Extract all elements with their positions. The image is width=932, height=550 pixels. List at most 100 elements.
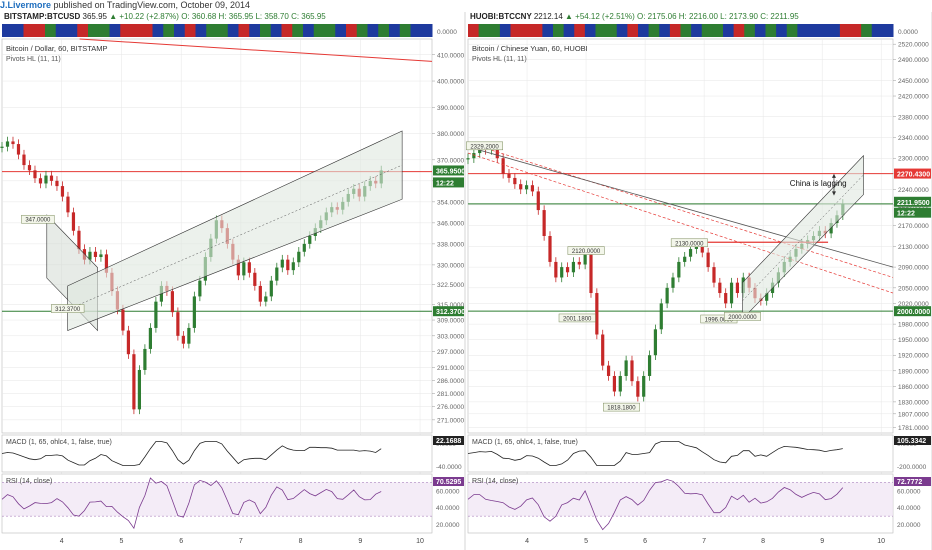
candle-body [143, 348, 147, 370]
y-tick-label: 297.0000 [437, 349, 464, 356]
strip-block [839, 24, 851, 37]
candle-body [548, 236, 552, 262]
candle-body [688, 248, 693, 257]
y-tick-label: 2020.0000 [898, 301, 929, 308]
y-tick-label: 370.0000 [437, 157, 464, 164]
candle-body [712, 267, 716, 283]
strip-block [669, 24, 681, 37]
strip-block [563, 24, 575, 37]
strip-block [648, 24, 660, 37]
price-tag-label: 2270.4300 [897, 172, 930, 179]
author-name[interactable]: J.Livermore [0, 0, 52, 10]
y-tick-label: 346.0000 [437, 220, 464, 227]
rsi-band [2, 482, 432, 517]
x-tick-label: 9 [820, 538, 824, 545]
candle-body [671, 277, 675, 288]
strip-block [163, 24, 175, 37]
pivot-label-box [466, 141, 503, 151]
strip-block [77, 24, 89, 37]
candle-body [302, 243, 306, 252]
strip-block [378, 24, 390, 37]
y-tick-label: 291.0000 [437, 365, 464, 372]
strip-block [356, 24, 368, 37]
y-tick-label: 286.0000 [437, 378, 464, 385]
candle-body [718, 282, 722, 294]
candle-body [724, 293, 728, 304]
strip-block [410, 24, 422, 37]
candle-body [170, 291, 174, 313]
strip-block [712, 24, 724, 37]
macd-label: MACD (1, 65, ohlc4, 1, false, true) [6, 439, 112, 446]
candle-body [735, 282, 740, 294]
chart-title: Bitcoin / Dollar, 60, BITSTAMP [6, 44, 108, 53]
candle-body [297, 251, 301, 263]
rsi-label: RSI (14, close) [6, 478, 52, 485]
annotation-china-lagging: China is lagging [790, 179, 847, 188]
candle-body [137, 369, 142, 410]
y-tick-label: 1860.0000 [898, 384, 929, 391]
y-tick-label: 271.0000 [437, 417, 464, 424]
strip-block [818, 24, 830, 37]
candle-body [192, 296, 196, 328]
price-tag-label: 2211.9500 [897, 200, 930, 207]
strip-block [270, 24, 282, 37]
up-channel [67, 130, 403, 332]
strip-block [553, 24, 565, 37]
pivot-label: 1818.1800 [607, 406, 636, 412]
candle-body [66, 196, 70, 213]
price-tag [433, 306, 464, 317]
macd-value: 22.1688 [436, 438, 461, 445]
x-tick-label: 8 [761, 538, 765, 545]
candle-body [519, 184, 523, 190]
pivot-label-box [670, 238, 708, 248]
candle-body [49, 175, 54, 181]
candle-body [253, 272, 257, 286]
chart-title: Bitcoin / Chinese Yuan, 60, HUOBI [472, 44, 588, 53]
strip-block [335, 24, 347, 37]
strip-block [531, 24, 543, 37]
strip-block [882, 24, 894, 37]
strip-block [195, 24, 207, 37]
quote-line: HUOBI:BTCCNY 2212.14 ▲ +54.12 (+2.51%) O… [470, 12, 799, 21]
strip-block [754, 24, 766, 37]
strip-block [23, 24, 35, 37]
pivot-label: 2001.1800 [563, 316, 592, 322]
y-tick-label: 400.0000 [437, 79, 464, 86]
rsi-tick-label: 60.0000 [897, 488, 921, 495]
pivot-label-box [21, 214, 55, 224]
candle-body [55, 180, 59, 187]
candle-body [589, 251, 593, 294]
candle-body [291, 262, 295, 271]
strip-block [638, 24, 650, 37]
strip-block [120, 24, 132, 37]
candle-body [601, 334, 605, 366]
strip-block [861, 24, 873, 37]
strip-block [765, 24, 777, 37]
candle-body [148, 327, 152, 349]
macd-line [467, 441, 843, 466]
y-tick-label: 281.0000 [437, 391, 464, 398]
candle-body [577, 261, 581, 265]
strip-block [776, 24, 788, 37]
x-tick-label: 6 [643, 538, 647, 545]
rsi-tick-label: 20.0000 [897, 522, 921, 529]
candle-body [677, 261, 681, 278]
x-tick-label: 4 [60, 538, 64, 545]
strip-block [399, 24, 411, 37]
strip-block [797, 24, 809, 37]
y-tick-label: 2420.0000 [898, 94, 929, 101]
candle-body [60, 186, 65, 197]
pivot-label: 312.3700 [55, 307, 81, 313]
candle-body [495, 146, 499, 159]
strip-block [206, 24, 218, 37]
pivot-label: 347.0000 [25, 218, 51, 224]
strip-block [249, 24, 261, 37]
strip-block [303, 24, 315, 37]
candle-body [606, 365, 611, 376]
candle-body [132, 354, 136, 410]
candle-body [636, 381, 640, 397]
x-tick-label: 10 [416, 538, 424, 545]
candle-body [187, 327, 191, 344]
publish-header: J.Livermore published on TradingView.com… [0, 0, 932, 11]
x-tick-label: 10 [877, 538, 885, 545]
